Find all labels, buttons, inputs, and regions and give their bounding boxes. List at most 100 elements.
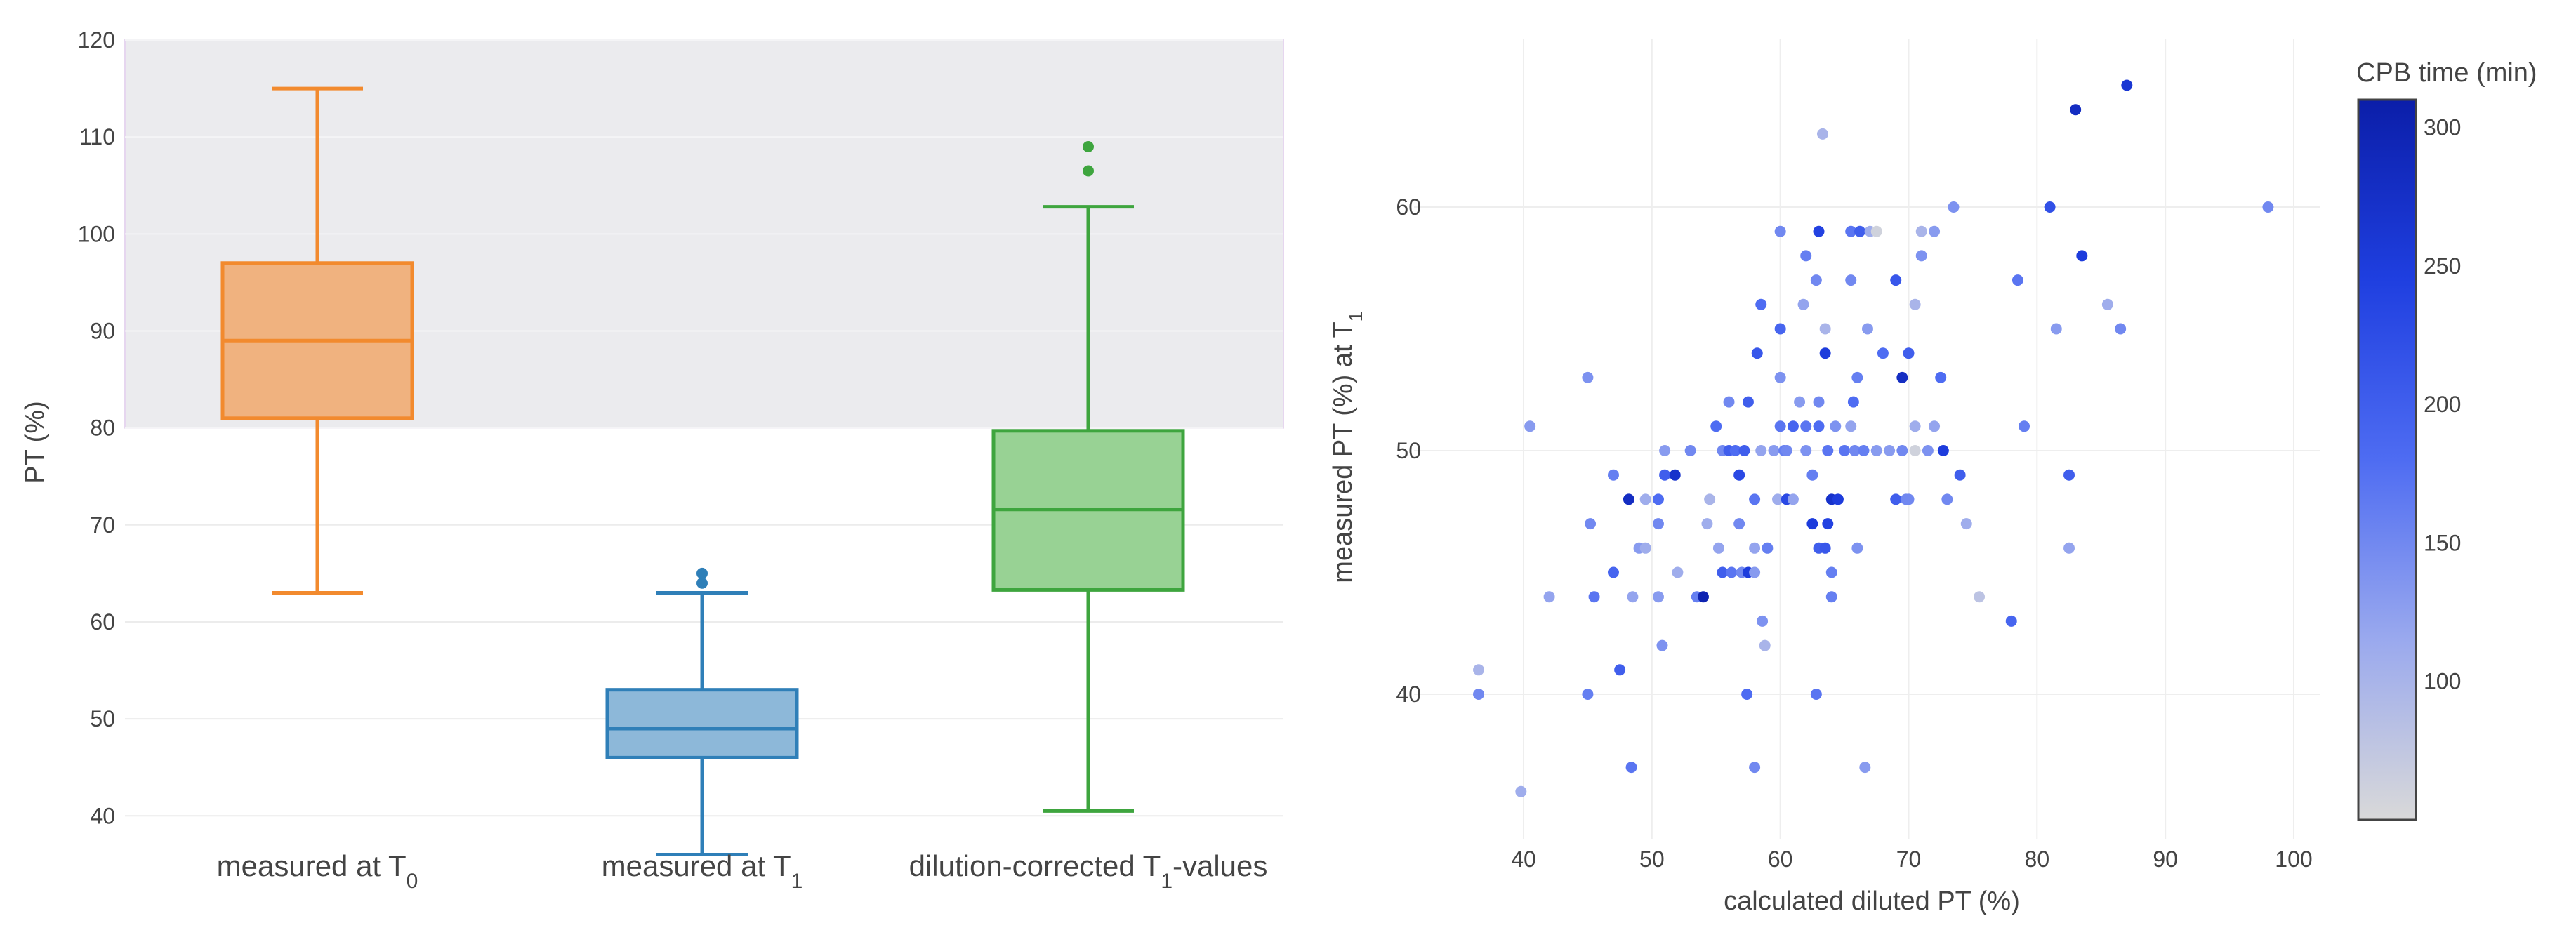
- scatter-point: [2063, 542, 2075, 554]
- scatter-point: [1543, 591, 1555, 603]
- scatter-point: [1684, 445, 1696, 456]
- scatter-point: [1733, 518, 1745, 530]
- scatter-point: [1625, 762, 1637, 774]
- scatter-point: [1656, 639, 1668, 651]
- scatter-point: [1845, 420, 1857, 432]
- scatter-point: [1652, 591, 1664, 603]
- scatter-point: [1884, 445, 1896, 456]
- scatter-point: [1524, 420, 1536, 432]
- box-2: [605, 567, 799, 857]
- scatter-point: [1800, 445, 1812, 456]
- scatter-point: [1762, 542, 1774, 554]
- boxplot-gridlines: [125, 39, 1283, 817]
- y-tick-label: 90: [90, 318, 115, 343]
- scatter-point: [1896, 445, 1908, 456]
- y-tick-label: 80: [90, 416, 115, 441]
- scatter-point: [1851, 542, 1863, 554]
- scatter-point: [1669, 469, 1681, 481]
- scatter-point: [1751, 347, 1763, 359]
- scatter-point: [1757, 615, 1769, 627]
- category-label-text: measured at T: [602, 849, 791, 882]
- scatter-point: [1749, 542, 1761, 554]
- category-label-text: measured at T: [217, 849, 407, 882]
- scatter-chart: 40 50 60 70 80 90 100 40 50 60 calculated dilute…: [1328, 39, 2320, 916]
- scatter-point: [1639, 542, 1651, 554]
- y-tick-label: 40: [90, 803, 115, 828]
- scatter-point: [1710, 420, 1722, 432]
- scatter-point: [1768, 445, 1780, 456]
- scatter-point: [1819, 347, 1831, 359]
- scatter-point: [1859, 762, 1871, 774]
- y-tick-label: 40: [1396, 682, 1421, 707]
- scatter-point: [1781, 445, 1792, 456]
- x-tick-label: 80: [2025, 847, 2050, 872]
- y-tick-label: 100: [78, 221, 115, 246]
- outlier-point: [1083, 165, 1094, 177]
- scatter-point: [1877, 347, 1889, 359]
- scatter-point: [1639, 493, 1651, 505]
- boxplot-y-ticks: 40 50 60 70 80 90 100 110 120: [78, 27, 115, 828]
- scatter-point: [1832, 493, 1844, 505]
- scatter-point: [1813, 225, 1825, 237]
- scatter-point: [1659, 445, 1671, 456]
- scatter-point: [1704, 493, 1716, 505]
- scatter-point: [1810, 274, 1822, 286]
- scatter-point: [1749, 762, 1761, 774]
- scatter-point: [1585, 518, 1597, 530]
- scatter-point: [1774, 371, 1786, 383]
- scatter-point: [1701, 518, 1713, 530]
- y-tick-label: 50: [90, 706, 115, 731]
- y-tick-label: 60: [1396, 194, 1421, 220]
- scatter-point: [1672, 566, 1684, 578]
- scatter-point: [1726, 566, 1738, 578]
- scatter-point: [1890, 493, 1902, 505]
- scatter-point: [1810, 689, 1822, 700]
- scatter-point: [2044, 201, 2056, 213]
- scatter-point: [1822, 518, 1834, 530]
- scatter-point: [1800, 250, 1812, 262]
- scatter-point: [1712, 542, 1724, 554]
- outlier-point: [696, 577, 708, 589]
- y-tick-label: 50: [1396, 438, 1421, 463]
- scatter-point: [1787, 420, 1799, 432]
- scatter-point: [1858, 445, 1870, 456]
- scatter-point: [2076, 250, 2088, 262]
- scatter-point: [1960, 518, 1972, 530]
- box-iqr: [605, 688, 799, 759]
- scatter-point: [1929, 225, 1941, 237]
- y-tick-label: 70: [90, 512, 115, 538]
- category-label-sub: 1: [1161, 870, 1173, 893]
- scatter-point: [1954, 469, 1966, 481]
- scatter-point: [1915, 225, 1927, 237]
- category-label-text: dilution-corrected T: [909, 849, 1161, 882]
- scatter-point: [1473, 689, 1485, 700]
- scatter-point: [1582, 371, 1594, 383]
- scatter-point: [1937, 445, 1949, 456]
- colorbar: CPB time (min) 100 150 200 250 300: [2356, 58, 2537, 821]
- outlier-point: [696, 567, 708, 579]
- scatter-point: [1755, 445, 1767, 456]
- colorbar-tick-label: 300: [2424, 114, 2461, 140]
- scatter-point: [1909, 298, 1921, 310]
- scatter-point: [1813, 420, 1825, 432]
- scatter-point: [1759, 639, 1771, 651]
- y-tick-label: 120: [78, 27, 115, 53]
- scatter-point: [1742, 396, 1754, 408]
- scatter-point: [1787, 493, 1799, 505]
- box-3: [991, 140, 1185, 813]
- scatter-point: [1774, 323, 1786, 335]
- scatter-point: [1870, 445, 1882, 456]
- scatter-point: [1915, 250, 1927, 262]
- scatter-point: [1854, 225, 1866, 237]
- scatter-point: [1909, 420, 1921, 432]
- boxplot-y-axis-label: PT (%): [20, 401, 50, 484]
- scatter-point: [1723, 396, 1735, 408]
- scatter-point: [2050, 323, 2062, 335]
- scatter-point: [1717, 566, 1729, 578]
- scatter-point: [1845, 274, 1857, 286]
- scatter-point: [1845, 225, 1857, 237]
- scatter-point: [1816, 128, 1828, 140]
- scatter-point: [1851, 371, 1863, 383]
- scatter-point: [1896, 371, 1908, 383]
- scatter-point: [1909, 445, 1921, 456]
